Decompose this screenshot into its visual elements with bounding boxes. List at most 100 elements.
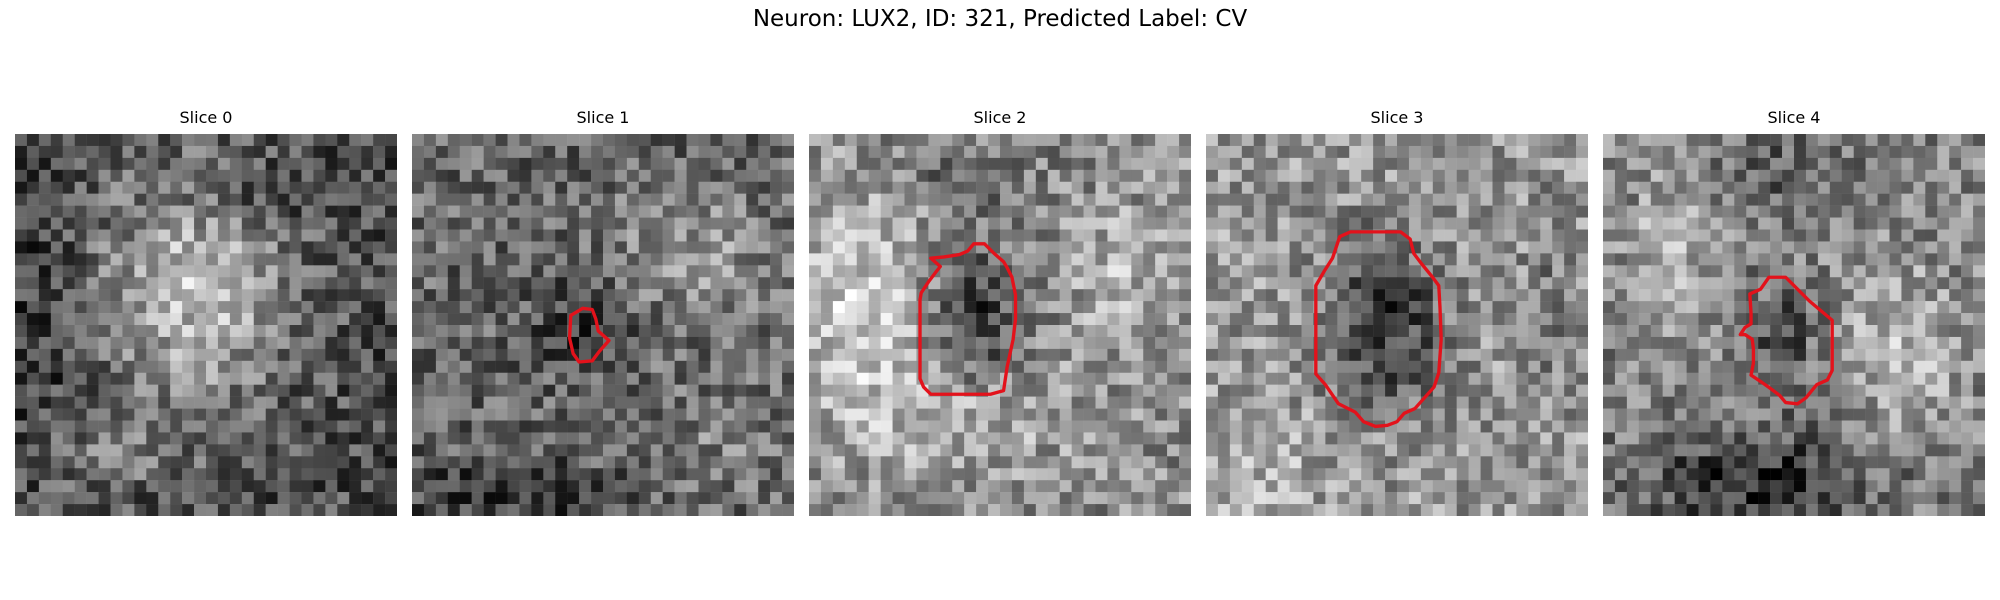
- pixel: [62, 504, 75, 516]
- pixel: [832, 325, 846, 338]
- pixel: [1722, 396, 1735, 409]
- pixel: [626, 313, 640, 326]
- pixel: [495, 265, 508, 278]
- pixel: [1758, 456, 1771, 469]
- pixel: [1107, 360, 1120, 373]
- pixel: [1722, 205, 1735, 218]
- pixel: [1516, 492, 1529, 505]
- pixel: [110, 492, 123, 505]
- pixel: [146, 181, 159, 194]
- pixel: [531, 157, 544, 171]
- pixel: [698, 480, 711, 493]
- pixel: [385, 145, 397, 159]
- pixel: [1504, 289, 1517, 302]
- pixel: [1337, 217, 1350, 230]
- pixel: [1265, 384, 1278, 397]
- pixel: [241, 325, 254, 338]
- pixel: [844, 492, 857, 505]
- pixel: [435, 420, 449, 433]
- pixel: [170, 217, 183, 230]
- pixel: [1564, 277, 1577, 290]
- pixel: [483, 325, 496, 338]
- pixel: [964, 265, 977, 278]
- pixel: [1841, 217, 1854, 230]
- pixel: [710, 348, 723, 362]
- pixel: [241, 492, 254, 505]
- pixel: [26, 265, 40, 278]
- pixel: [1397, 205, 1410, 218]
- pixel: [1805, 444, 1819, 457]
- pixel: [459, 301, 472, 314]
- pixel: [892, 432, 905, 445]
- pixel: [1564, 205, 1577, 218]
- pixel: [337, 360, 350, 373]
- pixel: [1083, 217, 1096, 230]
- pixel: [832, 372, 846, 385]
- pixel: [1071, 492, 1084, 505]
- pixel: [844, 265, 857, 278]
- pixel: [1408, 372, 1422, 385]
- pixel: [1710, 205, 1723, 218]
- pixel: [1277, 169, 1290, 182]
- pixel: [1564, 336, 1577, 350]
- pixel: [1083, 205, 1096, 218]
- pixel: [289, 325, 302, 338]
- pixel: [626, 325, 640, 338]
- pixel: [1576, 348, 1588, 362]
- pixel: [86, 468, 99, 481]
- pixel: [289, 193, 302, 206]
- pixel: [1528, 348, 1541, 362]
- pixel: [1794, 289, 1807, 302]
- pixel: [686, 313, 699, 326]
- pixel: [1889, 360, 1902, 373]
- pixel: [241, 289, 254, 302]
- pixel: [1973, 157, 1985, 171]
- pixel: [435, 456, 449, 469]
- pixel: [1937, 217, 1950, 230]
- pixel: [782, 134, 794, 147]
- pixel: [98, 301, 111, 314]
- pixel: [1420, 492, 1434, 505]
- pixel: [1758, 169, 1771, 182]
- pixel: [1229, 193, 1243, 206]
- pixel: [1853, 169, 1866, 182]
- pixel: [976, 408, 989, 421]
- pixel: [277, 241, 290, 254]
- pixel: [1373, 468, 1386, 481]
- pixel: [1492, 408, 1505, 421]
- pixel: [373, 145, 386, 159]
- pixel: [1626, 336, 1640, 350]
- pixel: [1083, 444, 1096, 457]
- pixel: [158, 504, 171, 516]
- pixel: [1179, 408, 1191, 421]
- pixel: [1035, 504, 1048, 516]
- pixel: [686, 480, 699, 493]
- pixel: [1552, 492, 1565, 505]
- pixel: [1083, 169, 1096, 182]
- pixel: [277, 456, 290, 469]
- pixel: [1829, 301, 1842, 314]
- pixel: [313, 253, 326, 266]
- pixel: [289, 444, 302, 457]
- pixel: [1253, 253, 1266, 266]
- pixel: [229, 336, 243, 350]
- pixel: [579, 348, 592, 362]
- pixel: [662, 253, 675, 266]
- pixel: [1710, 396, 1723, 409]
- pixel: [1035, 408, 1048, 421]
- pixel: [301, 384, 314, 397]
- pixel: [1131, 277, 1144, 290]
- pixel: [385, 301, 397, 314]
- pixel: [1265, 468, 1278, 481]
- pixel: [1373, 277, 1386, 290]
- pixel: [916, 348, 929, 362]
- pixel: [1626, 432, 1640, 445]
- pixel: [964, 157, 977, 171]
- pixel: [904, 348, 917, 362]
- pixel: [964, 420, 977, 433]
- pixel: [1480, 444, 1493, 457]
- pixel: [1492, 205, 1505, 218]
- pixel: [337, 372, 350, 385]
- pixel: [1206, 289, 1219, 302]
- pixel: [1456, 432, 1469, 445]
